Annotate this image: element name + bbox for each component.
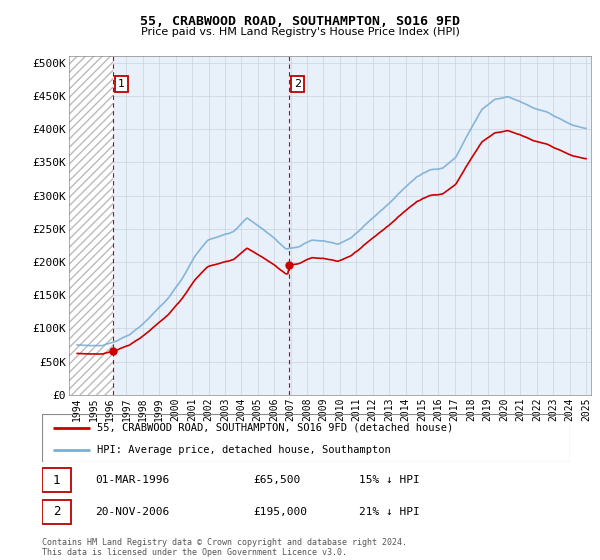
Text: 55, CRABWOOD ROAD, SOUTHAMPTON, SO16 9FD: 55, CRABWOOD ROAD, SOUTHAMPTON, SO16 9FD <box>140 15 460 28</box>
Text: Price paid vs. HM Land Registry's House Price Index (HPI): Price paid vs. HM Land Registry's House … <box>140 27 460 37</box>
Text: 1: 1 <box>53 474 60 487</box>
Text: HPI: Average price, detached house, Southampton: HPI: Average price, detached house, Sout… <box>97 445 391 455</box>
Text: 2: 2 <box>294 80 301 89</box>
Text: Contains HM Land Registry data © Crown copyright and database right 2024.
This d: Contains HM Land Registry data © Crown c… <box>42 538 407 557</box>
Text: 15% ↓ HPI: 15% ↓ HPI <box>359 475 419 486</box>
Text: 2: 2 <box>53 505 60 519</box>
Text: 1: 1 <box>118 80 125 89</box>
Text: 55, CRABWOOD ROAD, SOUTHAMPTON, SO16 9FD (detached house): 55, CRABWOOD ROAD, SOUTHAMPTON, SO16 9FD… <box>97 423 454 433</box>
Text: £65,500: £65,500 <box>253 475 301 486</box>
Text: 21% ↓ HPI: 21% ↓ HPI <box>359 507 419 517</box>
Text: £195,000: £195,000 <box>253 507 307 517</box>
Text: 20-NOV-2006: 20-NOV-2006 <box>95 507 169 517</box>
Text: 01-MAR-1996: 01-MAR-1996 <box>95 475 169 486</box>
Bar <box>69 56 113 395</box>
